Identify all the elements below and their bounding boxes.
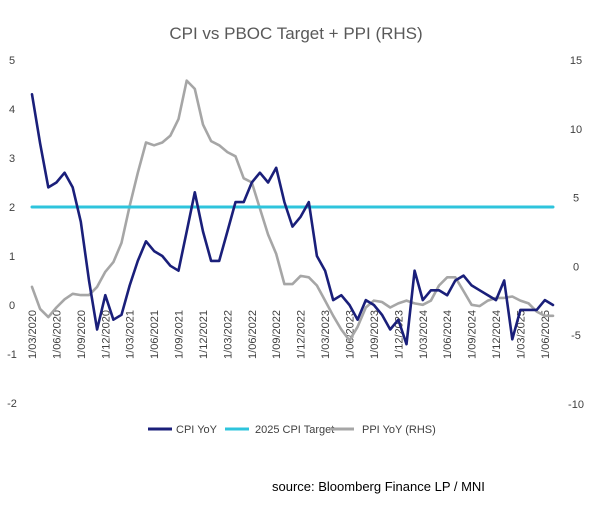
legend-label: 2025 CPI Target bbox=[255, 424, 334, 436]
right-axis: -10 -5 0 5 10 15 bbox=[568, 55, 584, 411]
left-tick-label: 3 bbox=[9, 153, 15, 165]
x-tick-label: 1/09/2021 bbox=[174, 310, 186, 359]
x-tick-label: 1/06/2024 bbox=[442, 310, 454, 359]
x-tick-label: 1/09/2020 bbox=[76, 310, 88, 359]
right-tick-label: -10 bbox=[568, 399, 584, 411]
series-line-ppi-yoy bbox=[30, 79, 555, 342]
x-tick-label: 1/06/2021 bbox=[149, 310, 161, 359]
x-tick-label: 1/06/2023 bbox=[344, 310, 356, 359]
x-tick-label: 1/12/2024 bbox=[491, 310, 503, 359]
left-tick-label: 0 bbox=[9, 300, 15, 312]
x-tick-label: 1/12/2022 bbox=[296, 310, 308, 359]
right-tick-label: 15 bbox=[570, 55, 582, 67]
x-tick-label: 1/09/2024 bbox=[467, 310, 479, 359]
right-tick-label: 5 bbox=[573, 193, 579, 205]
series-line-cpi-yoy bbox=[30, 93, 555, 346]
x-tick-label: 1/06/2025 bbox=[540, 310, 552, 359]
series-layer bbox=[30, 79, 555, 346]
left-tick-label: 1 bbox=[9, 251, 15, 263]
x-tick-label: 1/09/2022 bbox=[271, 310, 283, 359]
legend: CPI YoY 2025 CPI Target PPI YoY (RHS) bbox=[148, 424, 436, 436]
left-tick-label: 5 bbox=[9, 55, 15, 67]
x-tick-label: 1/12/2021 bbox=[198, 310, 210, 359]
left-tick-label: -1 bbox=[7, 349, 17, 361]
x-tick-label: 1/03/2024 bbox=[418, 310, 430, 359]
left-tick-label: 2 bbox=[9, 202, 15, 214]
chart-title: CPI vs PBOC Target + PPI (RHS) bbox=[169, 24, 422, 43]
x-axis: 1/03/2020 1/06/2020 1/09/2020 1/12/2020 1/03… bbox=[27, 310, 552, 359]
legend-label: PPI YoY (RHS) bbox=[362, 424, 436, 436]
left-tick-label: -2 bbox=[7, 398, 17, 410]
x-tick-label: 1/06/2022 bbox=[247, 310, 259, 359]
source-note: source: Bloomberg Finance LP / MNI bbox=[272, 479, 485, 494]
left-axis: -2 -1 0 1 2 3 4 5 bbox=[7, 55, 17, 410]
x-tick-label: 1/12/2020 bbox=[100, 310, 112, 359]
x-tick-label: 1/03/2025 bbox=[515, 310, 527, 359]
right-tick-label: 10 bbox=[570, 124, 582, 136]
left-tick-label: 4 bbox=[9, 104, 15, 116]
x-tick-label: 1/03/2022 bbox=[222, 310, 234, 359]
right-tick-label: 0 bbox=[573, 261, 579, 273]
x-tick-label: 1/03/2023 bbox=[320, 310, 332, 359]
legend-label: CPI YoY bbox=[176, 424, 218, 436]
x-tick-label: 1/03/2021 bbox=[125, 310, 137, 359]
x-tick-label: 1/06/2020 bbox=[51, 310, 63, 359]
x-tick-label: 1/09/2023 bbox=[369, 310, 381, 359]
x-tick-label: 1/03/2020 bbox=[27, 310, 39, 359]
right-tick-label: -5 bbox=[571, 330, 581, 342]
